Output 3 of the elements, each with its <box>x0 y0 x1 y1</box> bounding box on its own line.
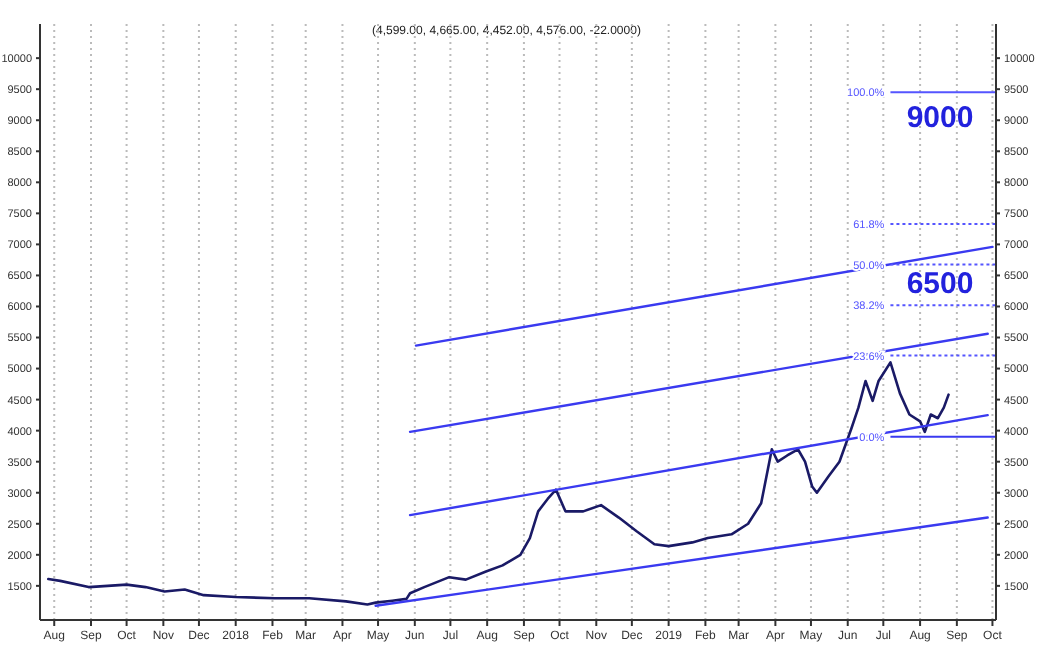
annotation: 6500 <box>906 267 974 301</box>
line-series <box>47 361 950 606</box>
annotation: 9000 <box>906 101 974 135</box>
